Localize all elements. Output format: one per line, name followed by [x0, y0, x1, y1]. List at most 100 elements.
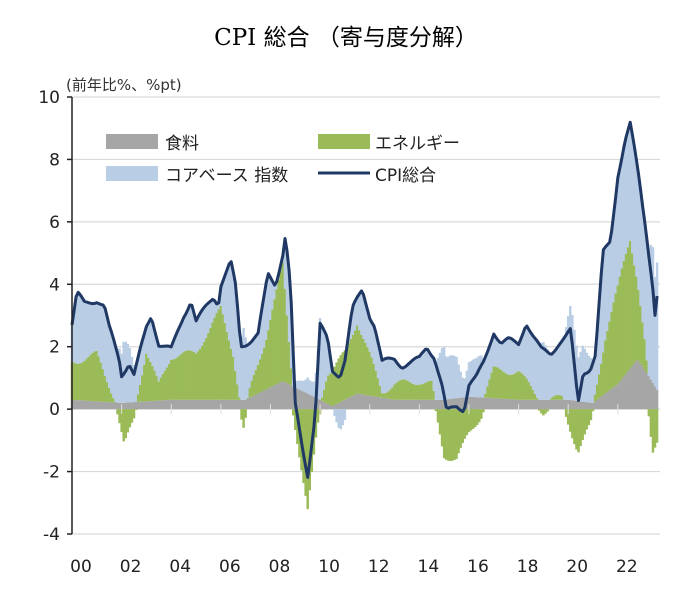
bar-food	[540, 399, 543, 410]
bar-energy	[194, 353, 198, 400]
bar-food	[399, 399, 402, 410]
bar-food	[637, 360, 640, 410]
bar-food	[374, 396, 378, 410]
bar-food	[287, 384, 291, 410]
bar-food	[331, 406, 334, 410]
bar-food	[556, 399, 560, 410]
bar-food	[136, 401, 140, 410]
bar-food	[521, 399, 524, 410]
bar-food	[248, 397, 252, 410]
bar-food	[114, 402, 117, 410]
bar-food	[535, 399, 539, 410]
bar-core	[186, 309, 190, 351]
bar-food	[635, 360, 638, 410]
bar-food	[132, 402, 136, 410]
bar-energy	[136, 394, 140, 402]
bar-core	[602, 249, 605, 353]
bar-food	[438, 399, 442, 410]
y-tick-label: 0	[49, 400, 60, 420]
bar-energy	[343, 350, 347, 400]
bar-food	[223, 399, 227, 410]
bar-food	[103, 401, 107, 410]
bar-core	[521, 334, 524, 374]
bar-food	[217, 399, 221, 410]
bar-food	[560, 399, 564, 410]
bar-core	[223, 275, 227, 323]
bar-food	[409, 399, 413, 410]
bar-core	[626, 129, 630, 248]
bar-core	[403, 366, 407, 380]
bar-food	[442, 399, 446, 410]
bar-food	[246, 398, 249, 410]
bar-food	[347, 397, 351, 410]
bar-core	[391, 358, 394, 388]
bar-energy	[587, 409, 591, 426]
x-tick-label: 16	[467, 557, 489, 577]
bar-core	[519, 339, 522, 373]
bar-core	[517, 344, 520, 372]
bar-energy	[128, 409, 132, 428]
bar-food	[651, 382, 655, 410]
bar-energy	[244, 409, 247, 418]
bar-food	[310, 395, 314, 410]
bar-energy	[380, 393, 384, 398]
bar-energy	[502, 372, 506, 399]
bar-energy	[438, 409, 442, 435]
bar-energy	[376, 378, 380, 398]
bar-core	[370, 322, 374, 358]
bar-food	[93, 401, 96, 410]
bar-energy	[122, 409, 125, 442]
bar-core	[130, 356, 134, 403]
bar-food	[608, 390, 611, 410]
bar-food	[395, 399, 398, 410]
bar-food	[304, 392, 307, 410]
bar-core	[498, 342, 502, 369]
bar-energy	[600, 363, 603, 397]
y-tick-label: 6	[49, 213, 60, 233]
bar-food	[124, 402, 127, 410]
bar-core	[285, 250, 289, 316]
bar-core	[531, 335, 535, 390]
bar-food	[478, 397, 481, 410]
bar-food	[416, 399, 419, 410]
bar-core	[318, 318, 322, 400]
bar-core	[488, 346, 491, 380]
bar-core	[128, 348, 132, 403]
bar-food	[327, 403, 330, 410]
bar-energy	[234, 370, 237, 400]
bar-core	[643, 221, 646, 340]
bar-energy	[263, 347, 266, 391]
bar-food	[122, 402, 125, 410]
bar-energy	[277, 279, 280, 384]
bar-food	[573, 400, 576, 410]
bar-energy	[267, 330, 270, 389]
bar-core	[453, 355, 456, 399]
bar-core	[91, 303, 94, 353]
bar-energy	[372, 363, 376, 397]
x-tick-label: 04	[169, 557, 191, 577]
bar-food	[564, 399, 568, 410]
bar-food	[370, 395, 374, 410]
bar-core	[407, 363, 411, 382]
bar-energy	[413, 384, 417, 400]
bar-core	[562, 338, 566, 400]
bar-energy	[420, 384, 423, 400]
bar-food	[575, 400, 578, 410]
bar-energy	[389, 389, 392, 400]
bar-food	[471, 396, 475, 410]
bar-core	[308, 380, 311, 395]
bar-food	[337, 402, 340, 410]
bar-energy	[213, 317, 216, 400]
bar-food	[490, 398, 493, 410]
bar-core	[176, 331, 179, 358]
x-tick-label: 00	[70, 557, 92, 577]
bar-core	[641, 205, 644, 323]
bar-core	[387, 357, 390, 392]
bar-energy	[378, 385, 382, 398]
bar-food	[531, 399, 535, 410]
bar-core	[149, 318, 152, 362]
bar-energy	[616, 285, 620, 385]
bar-food	[269, 387, 272, 410]
bar-core	[209, 301, 212, 328]
bar-core	[229, 261, 233, 349]
